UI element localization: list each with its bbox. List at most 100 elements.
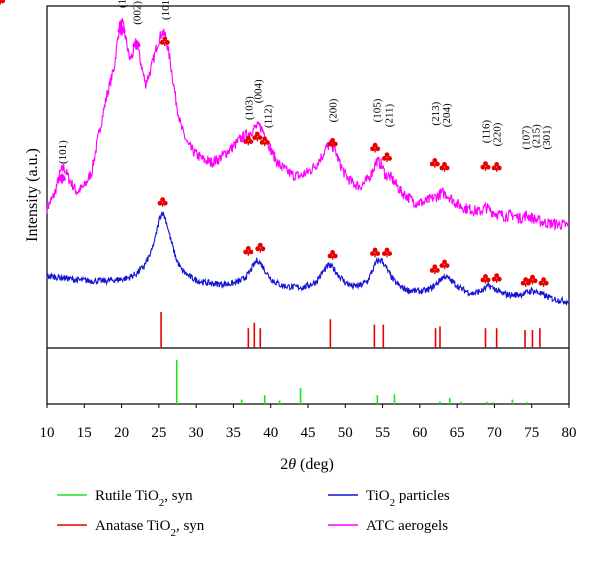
club-stem: [331, 255, 334, 260]
x-axis-title: 2θ (deg): [280, 456, 334, 473]
club-stem: [161, 202, 164, 207]
club-lobe: [532, 278, 538, 284]
rutile-marker-atc: [117, 25, 126, 36]
anatase-marker-tio2: [370, 247, 381, 258]
club-lobe: [264, 140, 270, 145]
peak-label: (200): [328, 98, 340, 122]
club-stem: [264, 142, 266, 147]
club-stem: [542, 282, 545, 287]
club-lobe: [245, 135, 251, 141]
peak-label: (103): [243, 96, 255, 120]
club-lobe: [494, 273, 500, 278]
peak-label: (204): [441, 103, 453, 127]
club-lobe: [432, 264, 438, 270]
anatase-marker-tio2: [439, 259, 450, 270]
club-stem: [386, 253, 388, 258]
club-lobe: [483, 274, 488, 279]
peak-label: (101): [160, 0, 172, 20]
peak-label: (112): [263, 104, 275, 128]
peak-label: (215): [530, 124, 542, 148]
anatase-marker-tio2: [538, 277, 549, 287]
club-lobe: [523, 277, 529, 282]
peak-labels: (101) (101̄)(002) (101) (103)(004)(112) (200…: [57, 0, 553, 164]
x-tick-label: 25: [151, 425, 166, 441]
club-lobe: [162, 36, 168, 42]
club-lobe: [248, 249, 254, 255]
club-lobe: [485, 164, 491, 170]
club-lobe: [491, 276, 497, 282]
club-lobe: [432, 158, 438, 163]
club-lobe: [327, 253, 333, 259]
club-lobe: [259, 140, 265, 145]
plot-border: [46, 5, 570, 405]
x-tick-label: 30: [189, 425, 204, 441]
x-tick-label: 35: [226, 425, 241, 441]
club-lobe: [384, 152, 390, 158]
club-lobe: [496, 276, 502, 282]
peak-label: (004): [252, 79, 264, 103]
club-stem: [374, 148, 376, 153]
club-lobe: [160, 197, 165, 202]
x-tick-label: 50: [338, 425, 353, 441]
club-lobe: [480, 277, 486, 283]
plot-frame: [46, 5, 570, 405]
x-tick-label: 45: [301, 425, 316, 441]
legend-label-rutile: Rutile TiO2, syn: [95, 488, 193, 509]
club-stem: [374, 253, 376, 258]
diffraction-curves: [46, 18, 570, 306]
club-lobe: [387, 156, 392, 161]
club-lobe: [485, 277, 491, 283]
reference-pattern-panels: [160, 312, 541, 404]
club-lobe: [527, 278, 533, 284]
club-lobe: [496, 165, 502, 171]
legend-label-anatase: Anatase TiO2, syn: [95, 518, 205, 539]
club-stem: [484, 166, 487, 171]
club-stem: [259, 248, 261, 253]
club-lobe: [435, 268, 440, 273]
club-lobe: [543, 280, 549, 286]
x-tick-label: 10: [40, 425, 55, 441]
club-lobe: [444, 263, 450, 268]
club-lobe: [252, 135, 258, 140]
club-lobe: [384, 247, 390, 253]
club-lobe: [382, 156, 387, 161]
club-stem: [256, 137, 258, 142]
anatase-marker-tio2: [327, 250, 338, 260]
club-lobe: [491, 165, 497, 171]
club-lobe: [382, 251, 387, 256]
anatase-marker-atc: [159, 36, 170, 47]
club-stem: [247, 251, 249, 256]
x-tick-label: 15: [77, 425, 92, 441]
club-stem: [525, 282, 527, 287]
peak-label: (213): [430, 101, 442, 125]
y-axis-title: Intensity (a.u.): [24, 148, 41, 242]
x-tick-label: 80: [562, 425, 577, 441]
x-axis-ticks: 10 15 20 25 30 35 40 45 50 55 60 65 70 75 80: [40, 404, 577, 441]
legend: Rutile TiO2, syn TiO2 particles Anatase Ti…: [57, 488, 450, 539]
club-lobe: [483, 161, 488, 166]
x-tick-label: 65: [450, 425, 465, 441]
club-stem: [496, 278, 498, 283]
club-lobe: [439, 263, 445, 268]
anatase-marker-tio2: [255, 242, 266, 253]
rutile-marker-atc: [132, 39, 141, 50]
peak-label: (301): [541, 125, 553, 149]
club-lobe: [538, 280, 544, 286]
club-lobe: [162, 200, 168, 206]
club-lobe: [541, 277, 546, 282]
club-lobe: [330, 138, 335, 143]
anatase-marker-atc: [429, 158, 440, 168]
club-lobe: [530, 274, 535, 280]
x-tick-label: 60: [412, 425, 427, 441]
club-lobe: [157, 200, 163, 206]
club-stem: [434, 270, 436, 275]
club-stem: [496, 167, 498, 172]
anatase-marker-atc: [243, 135, 254, 146]
anatase-marker-atc: [382, 152, 392, 163]
x-tick-label: 55: [375, 425, 390, 441]
club-lobe: [255, 246, 261, 252]
club-lobe: [159, 40, 165, 45]
peak-label: (105): [372, 98, 384, 122]
club-stem: [247, 141, 249, 146]
x-tick-label: 40: [263, 425, 278, 441]
